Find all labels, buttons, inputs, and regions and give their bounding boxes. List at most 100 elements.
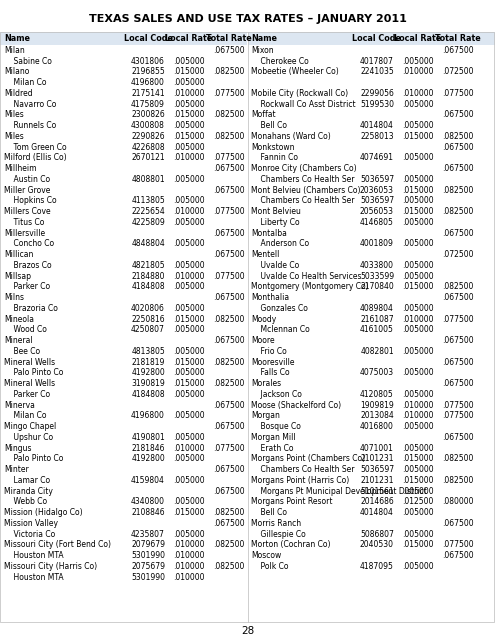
Text: Chambers Co Health Ser: Chambers Co Health Ser	[251, 196, 354, 205]
Text: Navarro Co: Navarro Co	[4, 100, 56, 109]
Text: 4235807: 4235807	[131, 530, 165, 539]
Text: 2101231: 2101231	[360, 476, 394, 485]
Text: Milan Co: Milan Co	[4, 412, 47, 420]
Text: Fannin Co: Fannin Co	[251, 154, 298, 163]
Text: 2300826: 2300826	[131, 110, 165, 120]
Text: .005000: .005000	[402, 154, 434, 163]
Text: Victoria Co: Victoria Co	[4, 530, 55, 539]
Text: .067500: .067500	[213, 186, 245, 195]
Text: .067500: .067500	[213, 250, 245, 259]
Text: .015000: .015000	[402, 132, 434, 141]
Text: .067500: .067500	[213, 228, 245, 237]
Text: 5036597: 5036597	[360, 465, 394, 474]
Text: .077500: .077500	[213, 271, 245, 280]
Text: Mobile City (Rockwall Co): Mobile City (Rockwall Co)	[251, 89, 348, 98]
Text: .015000: .015000	[173, 379, 205, 388]
Text: .010000: .010000	[173, 562, 205, 571]
Text: .082500: .082500	[443, 282, 474, 291]
Text: Bosque Co: Bosque Co	[251, 422, 301, 431]
Text: .080000: .080000	[442, 497, 474, 506]
Text: Titus Co: Titus Co	[4, 218, 45, 227]
Text: 3190819: 3190819	[131, 379, 165, 388]
Text: 4813805: 4813805	[131, 347, 165, 356]
Text: Mineola: Mineola	[4, 315, 34, 324]
Text: .005000: .005000	[173, 433, 205, 442]
Text: Bell Co: Bell Co	[251, 121, 287, 130]
Text: Bell Co: Bell Co	[251, 508, 287, 517]
Text: .005000: .005000	[173, 196, 205, 205]
Text: .015000: .015000	[402, 282, 434, 291]
Bar	[0, 32, 247, 45]
Text: Chambers Co Health Ser: Chambers Co Health Ser	[251, 465, 354, 474]
Text: Uvalde Co: Uvalde Co	[251, 261, 299, 270]
Text: .010000: .010000	[173, 551, 205, 560]
Text: Moody: Moody	[251, 315, 276, 324]
Text: .015000: .015000	[402, 454, 434, 463]
Text: Rockwall Co Asst District: Rockwall Co Asst District	[251, 100, 355, 109]
Text: .082500: .082500	[213, 132, 245, 141]
Text: Millican: Millican	[4, 250, 33, 259]
Text: 4014804: 4014804	[360, 121, 394, 130]
Text: .010000: .010000	[402, 412, 434, 420]
Text: .005000: .005000	[402, 218, 434, 227]
Text: Tom Green Co: Tom Green Co	[4, 143, 67, 152]
Text: 4196800: 4196800	[131, 78, 165, 87]
Text: .067500: .067500	[442, 379, 474, 388]
Text: 2013084: 2013084	[360, 412, 394, 420]
Text: Morton (Cochran Co): Morton (Cochran Co)	[251, 540, 331, 549]
Text: .015000: .015000	[173, 508, 205, 517]
Text: 4017807: 4017807	[360, 56, 394, 66]
Text: .082500: .082500	[213, 562, 245, 571]
Text: 5301990: 5301990	[131, 551, 165, 560]
Text: Millheim: Millheim	[4, 164, 37, 173]
Text: Upshur Co: Upshur Co	[4, 433, 53, 442]
Text: .005000: .005000	[173, 530, 205, 539]
Text: .067500: .067500	[442, 110, 474, 120]
Text: 5199530: 5199530	[360, 100, 394, 109]
Text: .015000: .015000	[173, 315, 205, 324]
Text: .015000: .015000	[173, 67, 205, 76]
Text: .082500: .082500	[213, 540, 245, 549]
Text: 2161087: 2161087	[360, 315, 394, 324]
Text: .005000: .005000	[173, 347, 205, 356]
Text: Mineral Wells: Mineral Wells	[4, 358, 55, 367]
Text: 4250807: 4250807	[131, 325, 165, 334]
Text: 1909819: 1909819	[360, 401, 394, 410]
Text: Monthalia: Monthalia	[251, 293, 289, 302]
Text: Bee Co: Bee Co	[4, 347, 40, 356]
Text: .005000: .005000	[173, 78, 205, 87]
Text: .067500: .067500	[213, 293, 245, 302]
Text: Frio Co: Frio Co	[251, 347, 287, 356]
Text: Austin Co: Austin Co	[4, 175, 50, 184]
Text: .005000: .005000	[402, 562, 434, 571]
Text: .005000: .005000	[402, 271, 434, 280]
Text: .067500: .067500	[442, 46, 474, 55]
Text: Montgomery (Montgomery Co): Montgomery (Montgomery Co)	[251, 282, 369, 291]
Text: 4301806: 4301806	[131, 56, 165, 66]
Text: .005000: .005000	[402, 465, 434, 474]
Text: Name: Name	[251, 34, 277, 43]
Text: .005000: .005000	[402, 196, 434, 205]
Text: 4184808: 4184808	[131, 282, 165, 291]
Text: .005000: .005000	[173, 497, 205, 506]
Text: 2075679: 2075679	[131, 562, 165, 571]
Text: Mission Valley: Mission Valley	[4, 519, 58, 528]
Text: Concho Co: Concho Co	[4, 239, 54, 248]
Text: 4184808: 4184808	[131, 390, 165, 399]
Text: Mixon: Mixon	[251, 46, 274, 55]
Text: Lamar Co: Lamar Co	[4, 476, 50, 485]
Text: .067500: .067500	[442, 228, 474, 237]
Text: 4016800: 4016800	[360, 422, 394, 431]
Text: Morgan Mill: Morgan Mill	[251, 433, 296, 442]
Text: .005000: .005000	[402, 175, 434, 184]
Text: .005000: .005000	[402, 444, 434, 452]
Text: 4033800: 4033800	[360, 261, 394, 270]
Text: Jackson Co: Jackson Co	[251, 390, 302, 399]
Text: 4082801: 4082801	[360, 347, 394, 356]
Text: .082500: .082500	[213, 358, 245, 367]
Text: 2181846: 2181846	[131, 444, 165, 452]
Text: Mingo Chapel: Mingo Chapel	[4, 422, 56, 431]
Text: .005000: .005000	[402, 508, 434, 517]
Text: 4192800: 4192800	[131, 454, 165, 463]
Text: 2056053: 2056053	[360, 207, 394, 216]
